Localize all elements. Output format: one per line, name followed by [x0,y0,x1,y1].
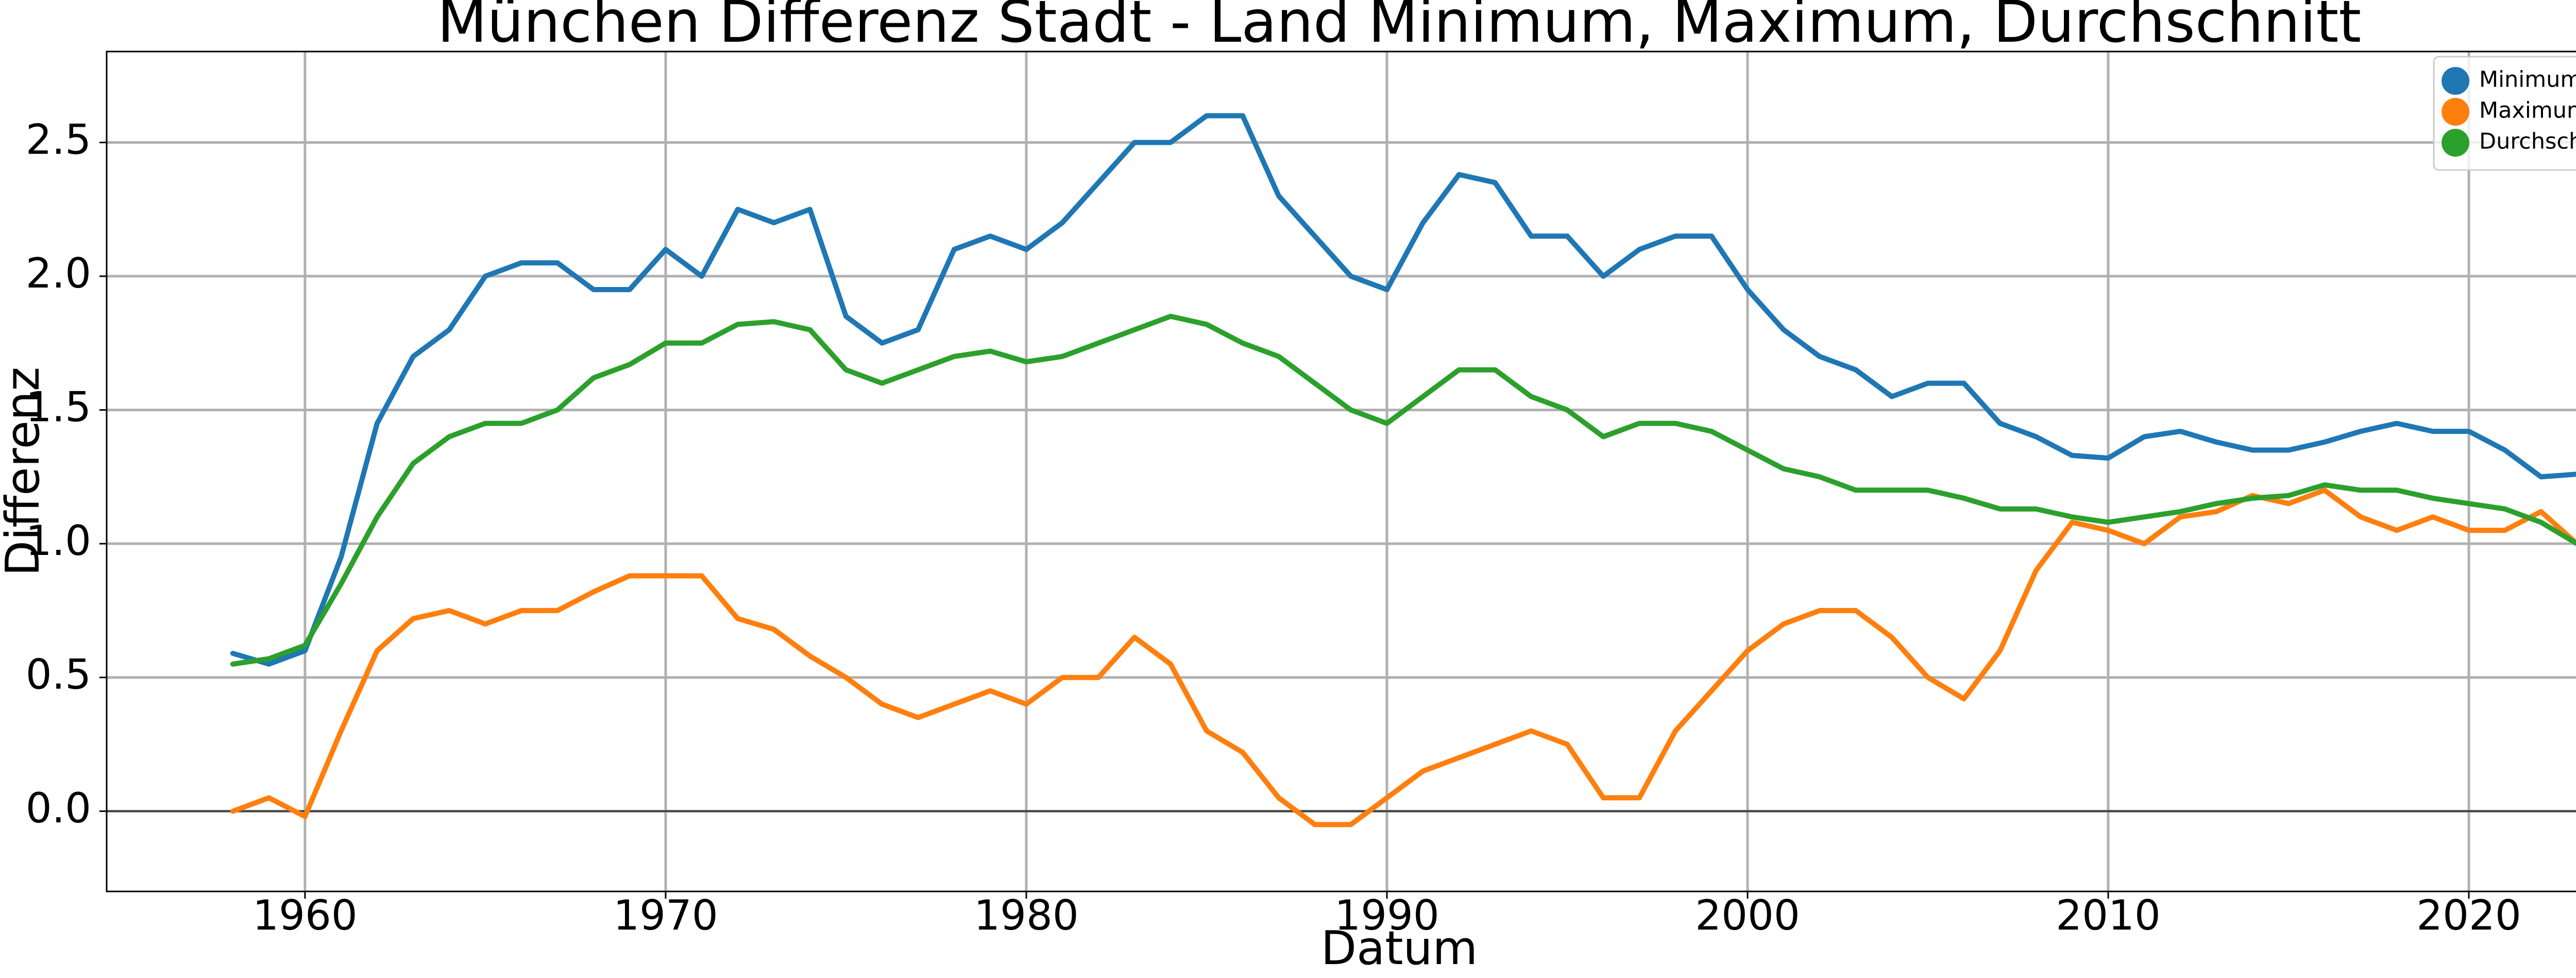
y-tick-label: 0.0 [26,784,91,832]
legend-label: Maximum [2479,98,2576,124]
legend-label: Minimum [2479,67,2576,93]
x-tick-label: 1980 [974,891,1079,939]
y-axis-label: Differenz [0,367,50,576]
legend-marker [2442,129,2469,157]
grid [107,52,2576,891]
x-tick-label: 1970 [613,891,718,939]
legend-box [2433,56,2576,171]
y-tick-label: 2.0 [26,249,91,297]
legend-marker [2442,98,2469,126]
x-tick-label: 2010 [2056,891,2161,939]
legend-marker [2442,67,2469,95]
legend: Minimum Maximum Durchschnitt [2433,56,2576,171]
plot-frame [106,50,2576,892]
legend-label: Durchschnitt [2479,129,2576,155]
y-tick-label: 0.5 [26,651,91,699]
series-line [230,487,2576,828]
x-tick-label: 2020 [2416,891,2521,939]
y-tick-label: 1.5 [26,383,91,431]
x-tick-label: 2000 [1695,891,1800,939]
y-tick-label: 2.5 [26,115,91,163]
series-line [230,313,2576,667]
x-axis-label: Datum [1321,921,1478,975]
y-tick-label: 1.0 [26,517,91,565]
x-tick-label: 1990 [1334,891,1439,939]
x-tick-label: 1960 [252,891,358,939]
series-line [230,113,2576,667]
chart-title: München Differenz Stadt - Land Minimum, … [437,0,2361,56]
